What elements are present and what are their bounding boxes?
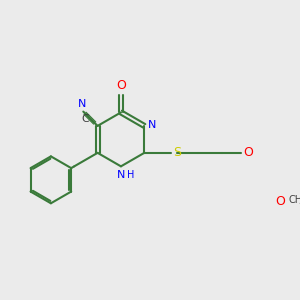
Text: H: H xyxy=(128,169,135,180)
Text: S: S xyxy=(173,146,181,159)
Text: O: O xyxy=(275,196,285,208)
Text: CH: CH xyxy=(289,196,300,206)
Text: N: N xyxy=(117,169,125,180)
Text: 3: 3 xyxy=(298,197,300,206)
Text: O: O xyxy=(243,146,253,159)
Text: C: C xyxy=(82,114,89,124)
Text: N: N xyxy=(77,99,86,109)
Text: O: O xyxy=(116,79,126,92)
Text: N: N xyxy=(148,120,156,130)
